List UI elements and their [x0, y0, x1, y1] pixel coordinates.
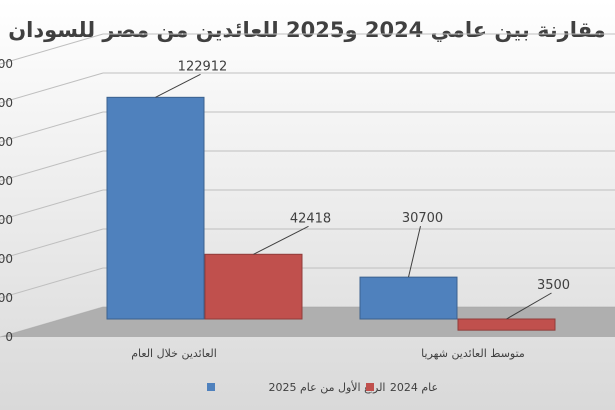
category-label: متوسط العائدين شهريا [421, 347, 525, 360]
category-label: العائدين خلال العام [131, 347, 217, 360]
legend-item: الربع الأول من عام 2025 [207, 380, 386, 394]
data-label: 3500 [537, 278, 570, 293]
bar-series-2025-yearly [106, 96, 205, 320]
y-tick-label: 0 [5, 330, 13, 344]
data-label: 122912 [178, 59, 228, 74]
y-tick-label: 80000 [0, 174, 13, 188]
y-tick-label: 20000 [0, 291, 13, 305]
data-label: 30700 [402, 211, 443, 226]
bar-series-2024-monthly [457, 318, 556, 331]
data-labels: 122912 42418 30700 3500 [155, 59, 570, 320]
gridline-left [0, 189, 104, 221]
chart-title: مقارنة بين عامي 2024 و2025 للعائدين من م… [8, 18, 606, 42]
legend-swatch [207, 383, 215, 391]
y-tick-label: 100000 [0, 135, 13, 149]
bar-series-2025-monthly [359, 276, 458, 320]
bars [106, 96, 556, 331]
gridline-left [0, 72, 104, 104]
legend-label: عام 2024 [390, 381, 438, 394]
data-label-leader [253, 225, 309, 255]
gridline-left [0, 267, 104, 299]
data-label-leader [506, 292, 552, 320]
bar-series-2024-yearly [204, 253, 303, 320]
y-tick-label: 120000 [0, 96, 13, 110]
data-label: 42418 [290, 211, 331, 226]
y-tick-label: 140000 [0, 57, 13, 71]
category-labels: العائدين خلال العام متوسط العائدين شهريا [131, 347, 525, 360]
y-tick-label: 40000 [0, 252, 13, 266]
data-label-leader [408, 226, 421, 278]
legend-swatch [366, 383, 374, 391]
gridline-left [0, 228, 104, 260]
legend-item: عام 2024 [366, 381, 438, 394]
gridline-left [0, 150, 104, 182]
y-axis-ticks: 0 20000 40000 60000 80000 100000 120000 140000 [0, 57, 13, 344]
legend: الربع الأول من عام 2025 عام 2024 [207, 380, 438, 394]
gridline-left [0, 111, 104, 143]
y-tick-label: 60000 [0, 213, 13, 227]
gridline-left [0, 33, 104, 65]
legend-label: الربع الأول من عام 2025 [268, 380, 385, 394]
data-label-leader [155, 73, 201, 98]
